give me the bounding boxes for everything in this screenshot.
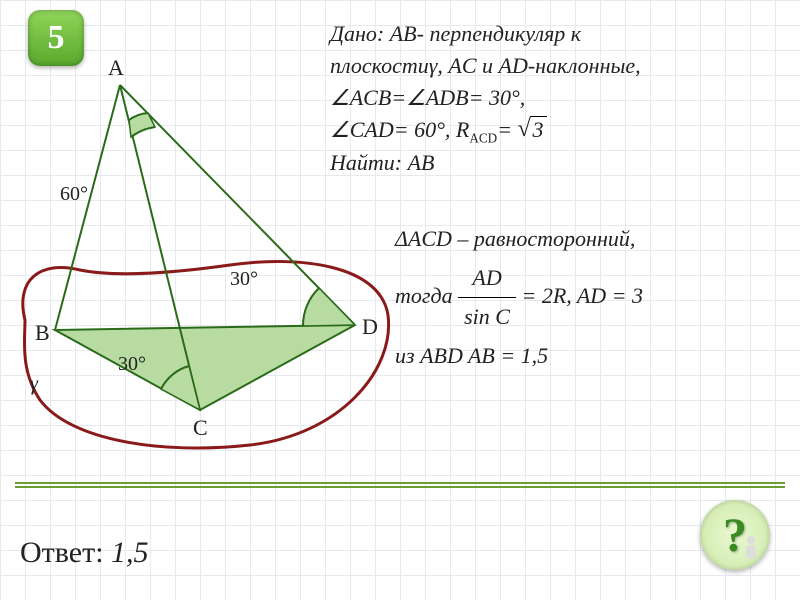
- answer-value: 1,5: [111, 536, 149, 569]
- given-line-5: Найти: AB: [330, 147, 792, 179]
- diagram: A B C D 60° 30° 30° γ: [0, 40, 395, 470]
- given-line-4: ∠CAD= 60°, RACD= 3: [330, 114, 792, 148]
- sol-line-2: тогда AD sin C = 2R, AD = 3: [395, 259, 788, 337]
- label-B: B: [35, 320, 50, 345]
- label-30t: 30°: [230, 268, 258, 290]
- edge-AB: [55, 85, 120, 330]
- triangle-BCD: [55, 325, 355, 410]
- given-block: Дано: AB- перпендикуляр к плоскостиγ, AC…: [330, 18, 792, 179]
- label-30b: 30°: [118, 353, 146, 375]
- given-line-2: плоскостиγ, AC и AD-наклонные,: [330, 50, 792, 82]
- label-60: 60°: [60, 183, 88, 205]
- person-icon: [744, 536, 758, 566]
- answer-block: Ответ: 1,5: [20, 536, 149, 570]
- sol-line-3: из ABD AB = 1,5: [395, 337, 788, 376]
- solution-block: ΔACD – равносторонний, тогда AD sin C = …: [395, 220, 788, 375]
- label-A: A: [108, 55, 124, 80]
- sol-line-1: ΔACD – равносторонний,: [395, 220, 788, 259]
- angle-D-arc: [303, 288, 355, 326]
- answer-label: Ответ:: [20, 536, 104, 569]
- given-line-3: ∠ACB=∠ADB= 30°,: [330, 82, 792, 114]
- label-D: D: [362, 314, 378, 339]
- label-C: C: [193, 415, 208, 440]
- divider: [15, 482, 785, 488]
- given-line-1: Дано: AB- перпендикуляр к: [330, 18, 792, 50]
- hint-button[interactable]: ?: [700, 500, 770, 570]
- label-gamma: γ: [30, 373, 39, 395]
